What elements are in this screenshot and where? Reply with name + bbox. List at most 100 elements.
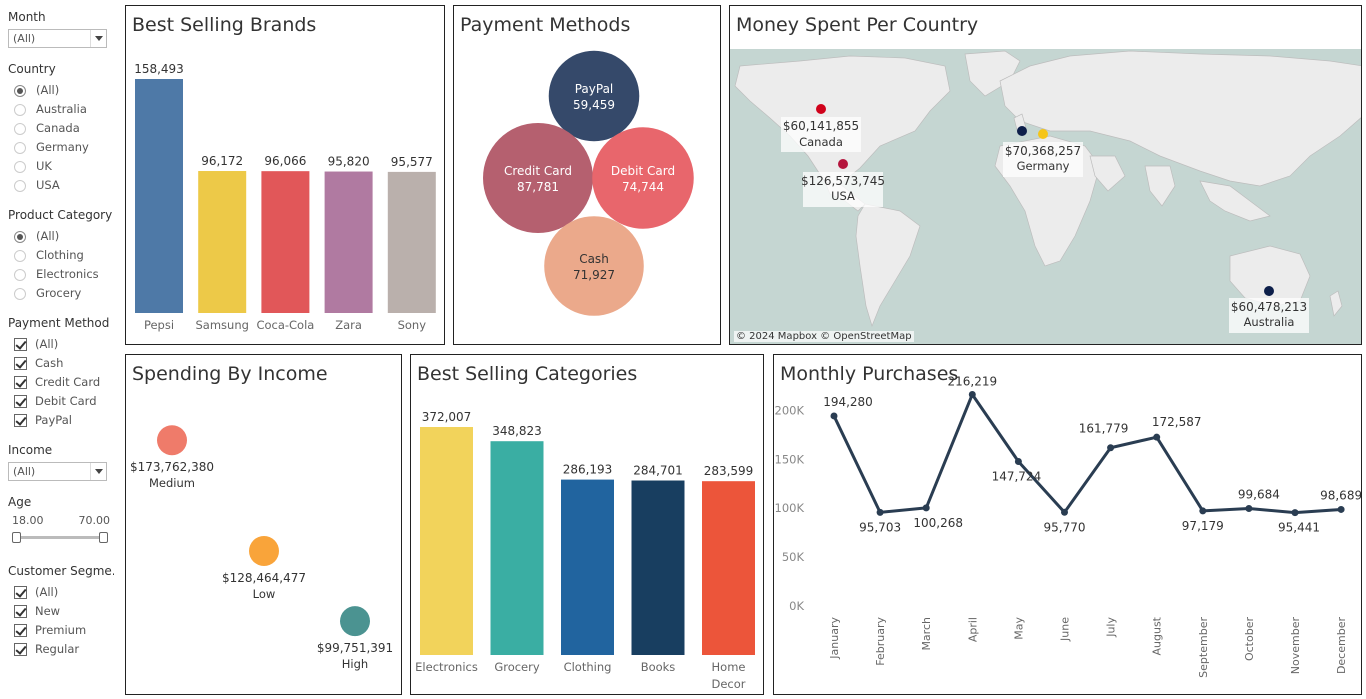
- data-label: 95,441: [1278, 521, 1320, 535]
- map-country-label: Germany: [1017, 159, 1070, 173]
- checkbox-option-new[interactable]: New: [8, 602, 114, 621]
- radio-icon[interactable]: [14, 179, 26, 192]
- land-europe-asia: [999, 50, 1361, 187]
- income-category-label: Low: [253, 587, 276, 601]
- checkbox-option-cash[interactable]: Cash: [8, 354, 114, 373]
- map-point-usa: [838, 159, 848, 169]
- bar-pepsi: [135, 79, 183, 313]
- panel-title: Monthly Purchases: [780, 363, 959, 385]
- radio-option-germany[interactable]: Germany: [8, 138, 114, 157]
- data-point: [1245, 504, 1253, 512]
- category-label: Books: [641, 660, 676, 674]
- map-country-label: Australia: [1244, 315, 1295, 329]
- radio-option-uk[interactable]: UK: [8, 157, 114, 176]
- checkbox-option-paypal[interactable]: PayPal: [8, 411, 114, 430]
- data-label: 98,689: [1320, 488, 1362, 502]
- series-line: [832, 392, 1342, 515]
- data-label: 161,779: [1079, 422, 1129, 436]
- age-filter-title: Age: [8, 495, 32, 509]
- data-label: 286,193: [563, 463, 613, 477]
- x-tick-label: December: [1335, 617, 1348, 675]
- radio-option-usa[interactable]: USA: [8, 176, 114, 195]
- radio-icon[interactable]: [14, 230, 26, 243]
- x-tick-label: February: [874, 617, 887, 666]
- radio-icon[interactable]: [14, 249, 26, 262]
- month-dropdown-value: (All): [13, 32, 36, 45]
- x-tick-label: October: [1243, 617, 1256, 661]
- radio-option-all[interactable]: (All): [8, 81, 114, 100]
- data-label: 96,172: [201, 154, 243, 168]
- option-label: Clothing: [36, 248, 84, 262]
- checkbox-icon[interactable]: [14, 624, 27, 637]
- option-label: Australia: [36, 102, 87, 116]
- checkbox-icon[interactable]: [14, 338, 27, 351]
- checkbox-icon[interactable]: [14, 586, 27, 599]
- checkbox-icon[interactable]: [14, 605, 27, 618]
- data-point: [1061, 508, 1068, 516]
- data-label: 194,280: [823, 395, 873, 409]
- radio-option-australia[interactable]: Australia: [8, 100, 114, 119]
- category-label: Zara: [335, 318, 362, 332]
- checkbox-option-debit-card[interactable]: Debit Card: [8, 392, 114, 411]
- data-label: 95,820: [328, 155, 370, 169]
- bubble-value-label: 87,781: [517, 180, 559, 194]
- income-dropdown-value: (All): [13, 465, 36, 478]
- checkbox-option-all[interactable]: (All): [8, 583, 114, 602]
- income-category-label: High: [342, 657, 368, 671]
- monthly-purchases-panel: Monthly Purchases 0K 50K 100K 150K 200K 194,2…: [773, 354, 1362, 695]
- radio-option-grocery[interactable]: Grocery: [8, 284, 114, 303]
- checkbox-icon[interactable]: [14, 395, 27, 408]
- customer-segment-filter: Customer Segme.. (All) New Premium Regular: [8, 564, 114, 659]
- x-tick-label: June: [1059, 617, 1072, 642]
- checkbox-icon[interactable]: [14, 643, 27, 656]
- checkbox-option-regular[interactable]: Regular: [8, 640, 114, 659]
- age-min-handle[interactable]: [12, 532, 21, 543]
- radio-icon[interactable]: [14, 103, 26, 116]
- checkbox-option-premium[interactable]: Premium: [8, 621, 114, 640]
- checkbox-option-all[interactable]: (All): [8, 335, 114, 354]
- bar-clothing: [561, 479, 614, 655]
- radio-option-electronics[interactable]: Electronics: [8, 265, 114, 284]
- radio-icon[interactable]: [14, 122, 26, 135]
- panel-title: Payment Methods: [460, 14, 631, 36]
- data-point: [968, 390, 976, 398]
- option-label: Grocery: [36, 286, 82, 300]
- month-dropdown[interactable]: (All): [8, 29, 107, 48]
- checkbox-icon[interactable]: [14, 414, 27, 427]
- age-range-slider[interactable]: [12, 531, 108, 543]
- checkbox-option-credit-card[interactable]: Credit Card: [8, 373, 114, 392]
- radio-option-canada[interactable]: Canada: [8, 119, 114, 138]
- checkbox-icon[interactable]: [14, 376, 27, 389]
- map-label-bg: [1003, 142, 1083, 177]
- chevron-down-icon: [90, 463, 106, 480]
- data-point: [1291, 509, 1299, 517]
- age-max-value: 70.00: [78, 514, 111, 527]
- option-label: USA: [36, 178, 60, 192]
- radio-icon[interactable]: [14, 84, 26, 97]
- land-south-america: [855, 203, 921, 328]
- data-label: 172,587: [1152, 415, 1202, 429]
- data-label: 283,599: [704, 464, 754, 478]
- best-selling-brands-panel: Best Selling Brands 158,493 Pepsi 96,172 Sa…: [125, 5, 445, 345]
- data-point: [1337, 505, 1345, 513]
- data-label: 348,823: [492, 424, 542, 438]
- map-country-label: Canada: [799, 135, 843, 149]
- bar-samsung: [198, 171, 247, 313]
- radio-icon[interactable]: [14, 160, 26, 173]
- radio-option-all[interactable]: (All): [8, 227, 114, 246]
- income-dropdown[interactable]: (All): [8, 462, 107, 481]
- y-tick-label: 50K: [782, 550, 805, 564]
- radio-icon[interactable]: [14, 287, 26, 300]
- income-scatter-chart: $173,762,380 Medium $128,464,477 Low $99,751…: [130, 425, 393, 671]
- checkbox-icon[interactable]: [14, 357, 27, 370]
- radio-option-clothing[interactable]: Clothing: [8, 246, 114, 265]
- bubble-value-label: 74,744: [622, 180, 664, 194]
- radio-icon[interactable]: [14, 268, 26, 281]
- x-tick-label: April: [966, 617, 979, 642]
- radio-icon[interactable]: [14, 141, 26, 154]
- category-label: Sony: [398, 318, 427, 332]
- age-max-handle[interactable]: [99, 532, 108, 543]
- data-point: [1107, 444, 1115, 452]
- category-label-line: Decor: [711, 677, 745, 691]
